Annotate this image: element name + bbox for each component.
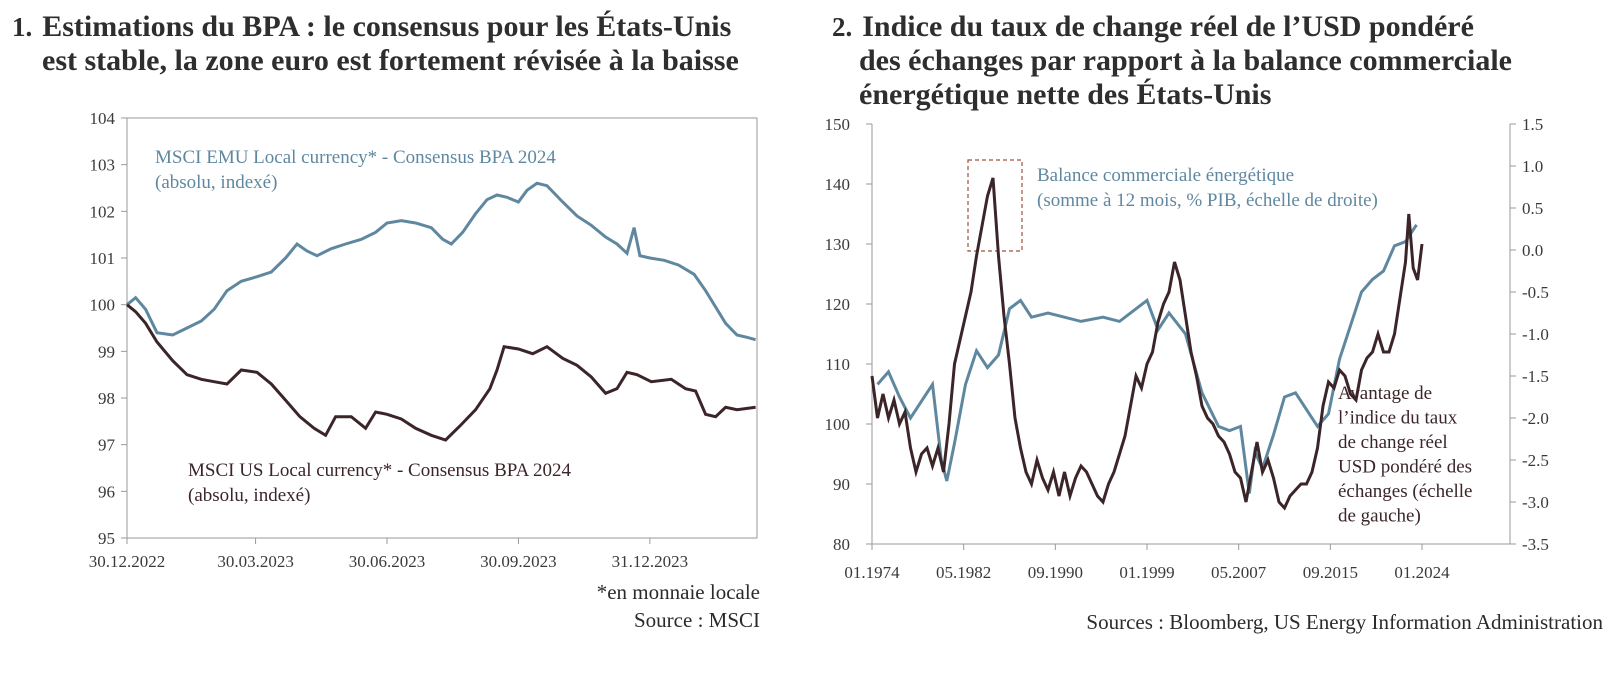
chart2-right-tick-label: -1.5	[1522, 367, 1549, 386]
chart2-usd-label-line: de gauche)	[1338, 506, 1421, 527]
chart2-series-usd-index-line	[870, 177, 1424, 511]
chart2-right-tick-label: -1.0	[1522, 325, 1549, 344]
chart2-number: 2.	[832, 12, 853, 42]
chart2-right-tick-label: -2.0	[1522, 409, 1549, 428]
chart1-ytick-label: 97	[98, 436, 116, 455]
chart1-ytick-label: 102	[90, 202, 116, 221]
chart2-xtick-label: 09.2015	[1303, 563, 1358, 582]
chart1-xtick-label: 30.03.2023	[217, 552, 294, 571]
chart2-left-tick-label: 120	[825, 295, 851, 314]
chart2-right-tick-label: -3.0	[1522, 493, 1549, 512]
chart2-x-ticks: 01.1974 05.1982 09.1990 01.1999 05.2007 09.20…	[844, 544, 1450, 582]
chart2-usd-label: Avantage de l’indice du taux de change rée…	[1338, 383, 1473, 527]
chart1-title-line1: Estimations du BPA : le consensus pour l…	[42, 10, 732, 43]
chart1-number: 1.	[12, 12, 33, 42]
chart2-title-line2: des échanges par rapport à la balance co…	[859, 44, 1512, 77]
chart2-left-tick-label: 80	[833, 535, 850, 554]
chart2-xtick-label: 05.2007	[1211, 563, 1267, 582]
chart2-usd-label-line: de change réel	[1338, 432, 1448, 453]
chart2-usd-label-line: échanges (échelle	[1338, 481, 1473, 502]
chart2-usd-label-line: Avantage de	[1338, 383, 1432, 404]
chart1-ytick-label: 101	[90, 249, 116, 268]
chart2-title-line1: Indice du taux de change réel de l’USD p…	[862, 10, 1474, 43]
chart1-emu-label-line2: (absolu, indexé)	[155, 172, 277, 193]
chart2-title-line3: énergétique nette des États-Unis	[859, 78, 1272, 111]
chart2-title: 2. Indice du taux de change réel de l’USD…	[832, 10, 1602, 112]
chart2-usd-label-line: l’indice du taux	[1338, 408, 1458, 429]
chart2-right-tick-label: 1.0	[1522, 157, 1543, 176]
chart2-usd-label-line: USD pondéré des	[1338, 457, 1472, 478]
chart2: 150 140 130 120 110 100 90 80 1.5 1.0 0.5 0.0 -0.5 -…	[825, 115, 1549, 582]
chart1-title: 1. Estimations du BPA : le consensus pour…	[12, 10, 802, 78]
chart1-series-msci-us-line	[126, 303, 756, 442]
chart2-left-tick-label: 150	[825, 115, 851, 134]
chart2-right-tick-label: -3.5	[1522, 535, 1549, 554]
chart2-xtick-label: 09.1990	[1028, 563, 1083, 582]
chart2-xtick-label: 05.1982	[936, 563, 991, 582]
chart1-xtick-label: 30.06.2023	[349, 552, 426, 571]
chart2-right-tick-label: -2.5	[1522, 451, 1549, 470]
chart2-source: Sources : Bloomberg, US Energy Informati…	[1086, 610, 1603, 634]
chart1-footnote: *en monnaie locale	[596, 580, 760, 604]
chart2-left-tick-label: 140	[825, 175, 851, 194]
chart2-xtick-label: 01.2024	[1394, 563, 1450, 582]
chart1-ytick-label: 103	[90, 156, 116, 175]
chart1-xtick-label: 30.12.2022	[89, 552, 166, 571]
chart1-xtick-label: 31.12.2023	[612, 552, 689, 571]
chart2-right-tick-label: -0.5	[1522, 283, 1549, 302]
chart2-xtick-label: 01.1974	[844, 563, 900, 582]
chart2-left-tick-label: 130	[825, 235, 851, 254]
chart2-left-ticks: 150 140 130 120 110 100 90 80	[825, 115, 872, 554]
chart1-ytick-label: 104	[90, 109, 116, 128]
chart2-right-tick-label: 0.5	[1522, 199, 1543, 218]
chart2-series-energy-balance-line	[876, 223, 1418, 494]
chart1: 104 103 102 101 100 99 98 97 96 95 30.12.2022 30.0…	[89, 109, 758, 571]
chart1-xtick-label: 30.09.2023	[480, 552, 557, 571]
chart1-us-label-line2: (absolu, indexé)	[188, 485, 310, 506]
chart1-y-axis: 104 103 102 101 100 99 98 97 96 95	[90, 109, 127, 548]
chart2-xtick-label: 01.1999	[1119, 563, 1174, 582]
chart1-ytick-label: 98	[98, 389, 115, 408]
chart2-right-ticks: 1.5 1.0 0.5 0.0 -0.5 -1.0 -1.5 -2.0 -2.5 -3.0 -3.5	[1510, 115, 1549, 554]
chart2-left-tick-label: 90	[833, 475, 850, 494]
chart1-emu-label-line1: MSCI EMU Local currency* - Consensus BPA…	[155, 147, 556, 168]
chart1-title-line2: est stable, la zone euro est fortement r…	[42, 44, 739, 77]
chart1-plot-frame	[126, 117, 758, 539]
chart2-left-tick-label: 110	[825, 355, 850, 374]
chart2-highlight-box	[967, 159, 1023, 252]
chart2-left-tick-label: 100	[825, 415, 851, 434]
chart1-x-axis: 30.12.2022 30.03.2023 30.06.2023 30.09.2023…	[89, 538, 688, 571]
chart2-right-tick-label: 0.0	[1522, 241, 1543, 260]
chart1-us-label-line1: MSCI US Local currency* - Consensus BPA …	[188, 460, 571, 481]
chart1-ytick-label: 99	[98, 342, 115, 361]
chart2-energy-label-line2: (somme à 12 mois, % PIB, échelle de droi…	[1037, 190, 1378, 211]
chart1-source: Source : MSCI	[634, 608, 760, 632]
chart1-ytick-label: 100	[90, 296, 116, 315]
chart1-ytick-label: 95	[98, 529, 115, 548]
chart1-series-msci-emu-line	[126, 181, 757, 342]
chart2-energy-label-line1: Balance commerciale énergétique	[1037, 165, 1294, 186]
chart2-right-tick-label: 1.5	[1522, 115, 1543, 134]
chart1-ytick-label: 96	[98, 482, 115, 501]
